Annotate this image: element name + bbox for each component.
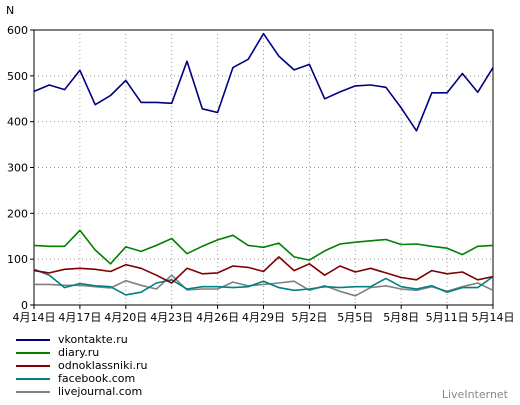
legend-label: odnoklassniki.ru: [58, 359, 148, 372]
legend-label: vkontakte.ru: [58, 333, 128, 346]
x-tick-label: 4月29日: [242, 311, 285, 324]
y-tick-label: 200: [7, 207, 28, 220]
y-tick-label: 400: [7, 116, 28, 129]
x-tick-label: 5月5日: [337, 311, 373, 324]
x-tick-label: 4月14日: [13, 311, 56, 324]
legend: vkontakte.ru diary.ru odnoklassniki.ru f…: [16, 333, 148, 398]
legend-item-odnoklassniki: odnoklassniki.ru: [16, 359, 148, 372]
x-tick-label: 4月26日: [196, 311, 239, 324]
x-tick-label: 4月17日: [58, 311, 101, 324]
series-line-vkontakte-ru: [33, 32, 494, 132]
legend-label: livejournal.com: [58, 385, 143, 398]
x-tick-label: 5月14日: [472, 311, 515, 324]
series-line-odnoklassniki-ru: [33, 256, 494, 284]
x-tick-label: 5月8日: [383, 311, 419, 324]
x-tick-label: 5月2日: [291, 311, 327, 324]
y-tick-label: 0: [21, 299, 28, 312]
y-tick-label: 300: [7, 162, 28, 175]
series-line-facebook-com: [33, 268, 494, 296]
x-tick-label: 4月23日: [150, 311, 193, 324]
series-lines: [33, 32, 494, 297]
x-axis: 4月14日 4月17日 4月20日 4月23日 4月26日 4月29日 5月2日 5月5日 5月…: [13, 305, 515, 324]
legend-swatch: [16, 364, 50, 367]
legend-item-vkontakte: vkontakte.ru: [16, 333, 148, 346]
legend-swatch: [16, 377, 50, 380]
line-chart: 0 100 200 300 400 500 600 4月14日 4月17日 4月20日 4月23日…: [6, 4, 515, 324]
y-tick-label: 100: [7, 253, 28, 266]
y-axis: 0 100 200 300 400 500 600: [7, 24, 34, 312]
series-line-livejournal-com: [34, 274, 494, 297]
x-tick-label: 5月11日: [426, 311, 469, 324]
legend-item-facebook: facebook.com: [16, 372, 148, 385]
legend-label: facebook.com: [58, 372, 136, 385]
legend-swatch: [16, 338, 50, 341]
y-tick-label: 500: [7, 70, 28, 83]
legend-item-diary: diary.ru: [16, 346, 148, 359]
legend-item-livejournal: livejournal.com: [16, 385, 148, 398]
legend-label: diary.ru: [58, 346, 100, 359]
legend-swatch: [16, 351, 50, 354]
grid-lines: [33, 29, 494, 306]
y-tick-label: 600: [7, 24, 28, 37]
series-line-diary-ru: [33, 229, 494, 265]
legend-swatch: [16, 390, 50, 393]
x-tick-label: 4月20日: [104, 311, 147, 324]
y-axis-label: N: [6, 4, 14, 17]
watermark: LiveInternet: [441, 388, 508, 401]
